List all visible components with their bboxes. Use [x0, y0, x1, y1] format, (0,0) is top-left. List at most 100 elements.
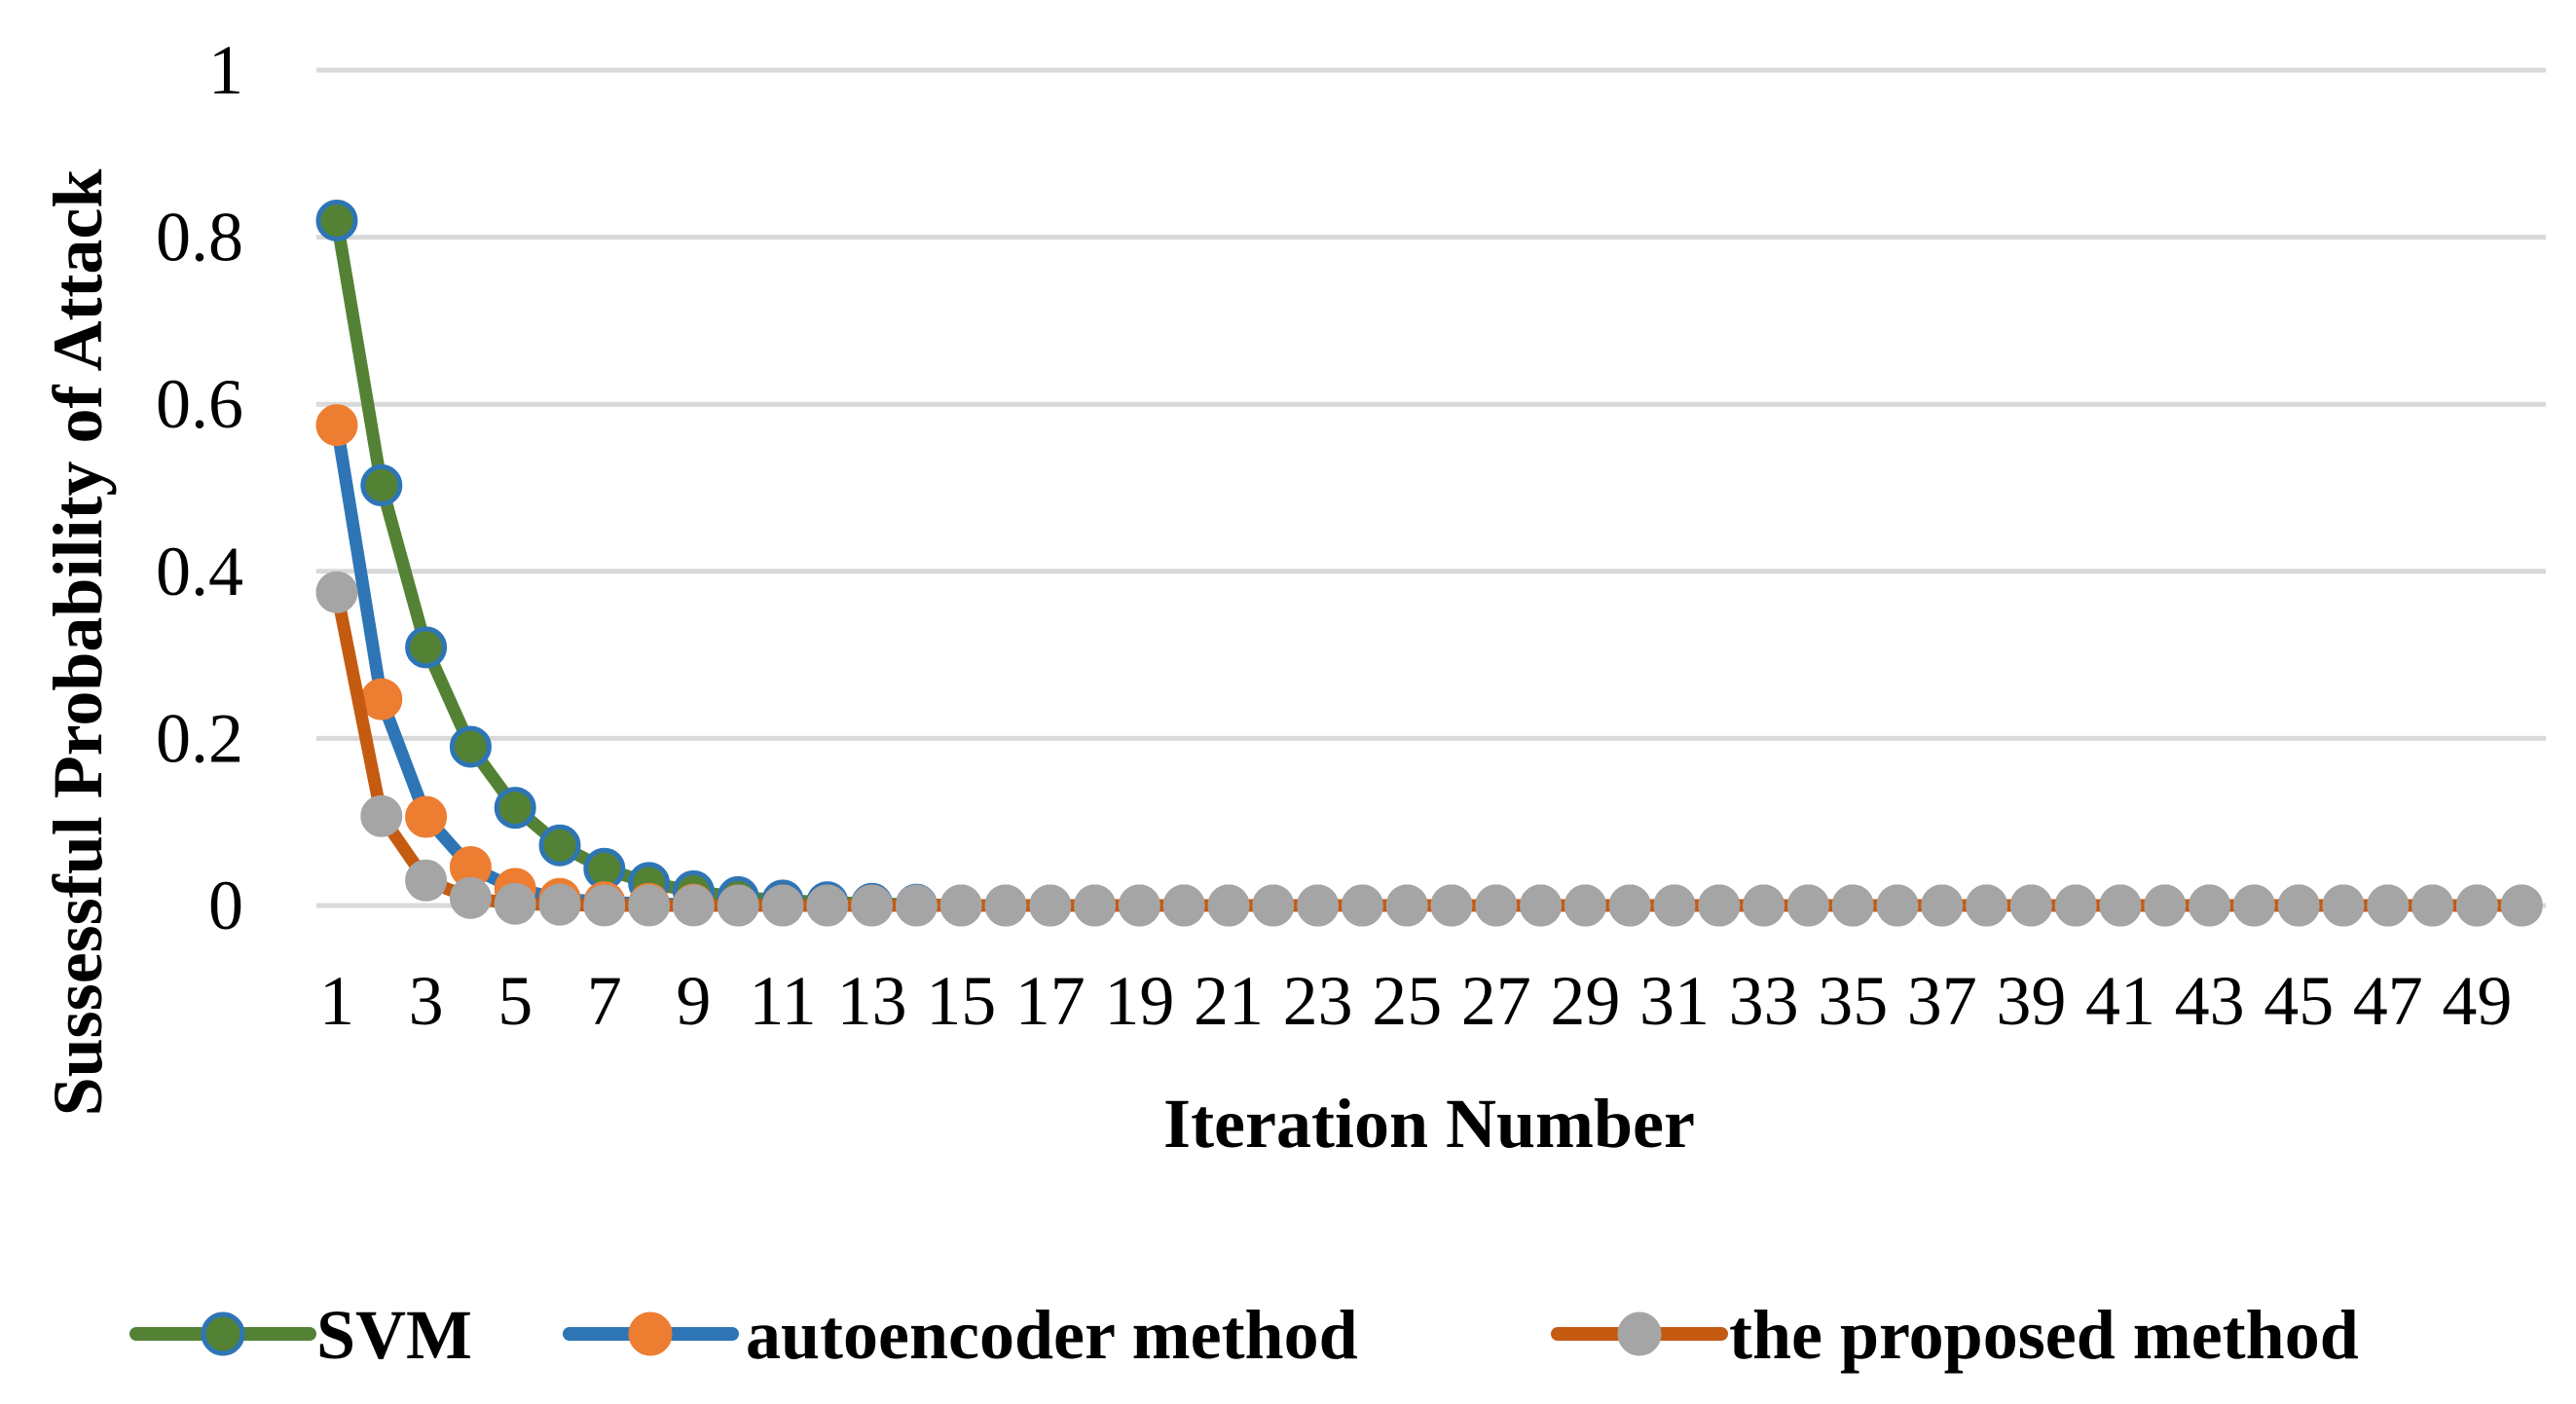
data-point — [1786, 884, 1829, 927]
series-svm — [315, 199, 2543, 927]
legend-label: the proposed method — [1729, 1296, 2359, 1374]
data-point — [1475, 884, 1518, 927]
legend-item-autoencoder-method: autoencoder method — [563, 1296, 1358, 1374]
x-axis-tick-labels: 1 3 5 7 9 11 13 15 17 19 21 23 25 27 29 31 33 35 37 39 41 43 4… — [319, 962, 2512, 1040]
data-point — [2500, 884, 2543, 927]
legend-label: SVM — [316, 1296, 472, 1374]
x-tick-label: 7 — [587, 962, 622, 1040]
legend: SVM autoencoder method the proposed meth… — [129, 1296, 2359, 1374]
data-point — [984, 884, 1027, 927]
data-point — [2232, 884, 2275, 927]
data-point — [2054, 884, 2097, 927]
x-tick-label: 3 — [409, 962, 444, 1040]
x-tick-label: 31 — [1639, 962, 1710, 1040]
series-autoencoder-method — [315, 404, 2543, 927]
data-point — [1608, 884, 1651, 927]
x-tick-label: 47 — [2353, 962, 2423, 1040]
y-tick-label: 0 — [208, 867, 243, 944]
x-tick-label: 23 — [1283, 962, 1353, 1040]
data-point — [717, 884, 759, 927]
data-point — [2189, 884, 2231, 927]
data-point — [806, 884, 849, 927]
data-point — [360, 678, 403, 720]
y-axis-title: Sussessful Probability of Attack — [39, 169, 117, 1117]
x-tick-label: 39 — [1996, 962, 2066, 1040]
legend-item-svm: SVM — [129, 1296, 472, 1374]
data-point — [1698, 884, 1741, 927]
y-axis-tick-labels: 0 0.2 0.4 0.6 0.8 1 — [156, 31, 243, 944]
data-point — [538, 824, 581, 867]
y-tick-label: 1 — [208, 31, 243, 109]
data-point — [360, 794, 403, 837]
x-tick-label: 11 — [749, 962, 816, 1040]
data-point — [1074, 884, 1117, 927]
legend-label: autoencoder method — [746, 1296, 1358, 1374]
x-tick-label: 37 — [1907, 962, 1977, 1040]
series-line — [330, 585, 2528, 912]
x-tick-label: 35 — [1818, 962, 1888, 1040]
data-point — [939, 884, 982, 927]
y-tick-label: 0.4 — [156, 533, 243, 610]
data-point — [1743, 884, 1785, 927]
data-point — [1430, 884, 1473, 927]
x-tick-label: 41 — [2085, 962, 2155, 1040]
data-point — [1876, 884, 1919, 927]
series-group — [315, 199, 2543, 927]
legend-swatch-marker — [201, 1312, 245, 1356]
x-tick-label: 43 — [2175, 962, 2245, 1040]
data-point — [1966, 884, 2008, 927]
data-point — [449, 876, 492, 919]
data-point — [628, 884, 671, 927]
data-point — [1341, 884, 1383, 927]
x-tick-label: 17 — [1015, 962, 1086, 1040]
data-point — [672, 884, 715, 927]
series-line — [330, 213, 2528, 912]
y-tick-label: 0.6 — [156, 365, 243, 443]
data-point — [315, 404, 358, 447]
data-point — [1385, 884, 1428, 927]
x-tick-label: 9 — [676, 962, 711, 1040]
grid-lines — [316, 67, 2546, 908]
data-point — [2322, 884, 2365, 927]
x-tick-label: 27 — [1461, 962, 1531, 1040]
data-point — [538, 883, 581, 926]
data-point — [1297, 884, 1340, 927]
data-point — [449, 725, 492, 768]
x-tick-label: 5 — [497, 962, 533, 1040]
series-line — [330, 419, 2528, 912]
data-point — [2144, 884, 2187, 927]
data-point — [494, 787, 536, 830]
y-tick-label: 0.2 — [156, 699, 243, 777]
x-tick-label: 1 — [319, 962, 354, 1040]
data-point — [2277, 884, 2320, 927]
data-point — [1921, 884, 1964, 927]
x-axis-title: Iteration Number — [1163, 1085, 1695, 1163]
y-tick-label: 0.8 — [156, 199, 243, 277]
legend-swatch-marker — [628, 1312, 673, 1356]
data-point — [1029, 884, 1072, 927]
data-point — [494, 882, 536, 925]
x-tick-label: 33 — [1729, 962, 1799, 1040]
data-point — [1118, 884, 1160, 927]
data-point — [2367, 884, 2410, 927]
x-tick-label: 29 — [1550, 962, 1620, 1040]
data-point — [315, 571, 358, 613]
legend-item-the-proposed-method: the proposed method — [1551, 1296, 2359, 1374]
data-point — [2411, 884, 2454, 927]
data-point — [1252, 884, 1295, 927]
x-tick-label: 21 — [1194, 962, 1264, 1040]
data-point — [1207, 884, 1250, 927]
data-point — [1564, 884, 1606, 927]
x-tick-label: 49 — [2442, 962, 2512, 1040]
x-tick-label: 19 — [1104, 962, 1174, 1040]
data-point — [405, 859, 448, 902]
data-point — [1520, 884, 1563, 927]
series-the-proposed-method — [315, 571, 2543, 927]
data-point — [2455, 884, 2498, 927]
data-point — [315, 199, 358, 241]
data-point — [851, 884, 894, 927]
data-point — [583, 884, 626, 927]
legend-swatch-marker — [1617, 1312, 1662, 1356]
